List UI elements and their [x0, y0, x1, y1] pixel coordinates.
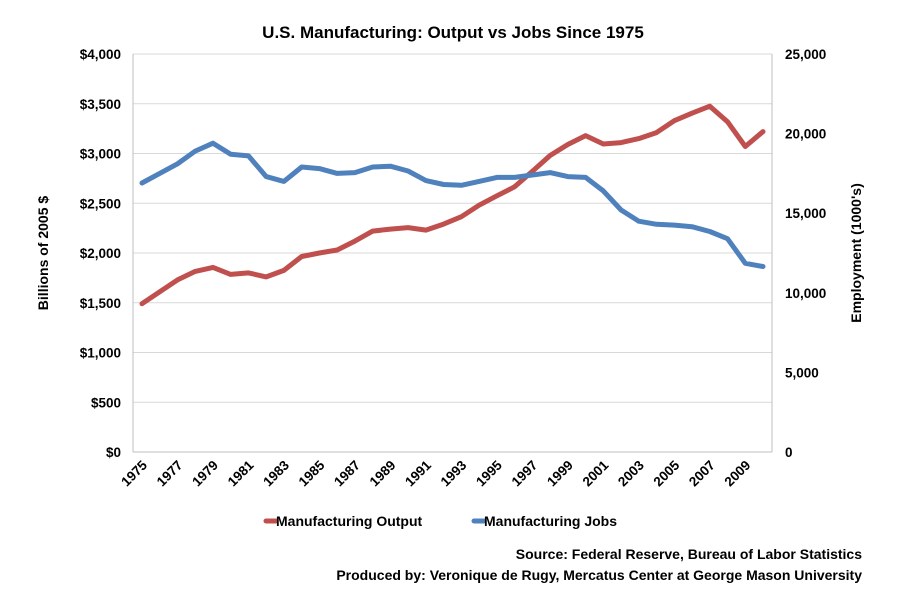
left-tick-label: $4,000 [80, 47, 121, 62]
right-tick-label: 5,000 [785, 365, 819, 380]
x-tick-label: 1987 [331, 458, 363, 490]
legend-label: Manufacturing Output [276, 513, 423, 529]
left-tick-label: $2,000 [80, 246, 121, 261]
right-tick-label: 15,000 [785, 206, 826, 221]
left-tick-label: $1,500 [80, 296, 121, 311]
x-tick-label: 1975 [118, 457, 150, 489]
x-tick-label: 1989 [367, 458, 399, 490]
x-tick-label: 2009 [722, 458, 754, 490]
series-line-manufacturing-jobs [139, 140, 766, 269]
right-tick-label: 20,000 [785, 127, 826, 142]
source-note: Source: Federal Reserve, Bureau of Labor… [516, 546, 862, 562]
left-tick-label: $1,000 [80, 346, 121, 361]
left-axis-ticks: $0 $500 $1,000 $1,500 $2,000 $2,500 $3,000 $3,5… [80, 47, 121, 460]
x-tick-label: 1985 [296, 457, 328, 489]
x-tick-label: 1991 [402, 457, 434, 489]
x-tick-label: 2005 [651, 457, 683, 489]
plot-area [132, 54, 773, 453]
right-axis-ticks: 0 5,000 10,000 15,000 20,000 25,000 [785, 47, 826, 460]
left-tick-label: $3,000 [80, 147, 121, 162]
produced-by-note: Produced by: Veronique de Rugy, Mercatus… [336, 567, 862, 583]
x-tick-label: 2003 [615, 457, 647, 489]
x-tick-label: 2001 [580, 457, 612, 489]
x-tick-label: 1993 [438, 457, 470, 489]
left-tick-label: $0 [106, 445, 121, 460]
x-tick-label: 1983 [260, 457, 292, 489]
left-tick-label: $3,500 [80, 97, 121, 112]
left-tick-label: $500 [91, 395, 121, 410]
left-axis-title: Billions of 2005 $ [35, 196, 51, 311]
x-tick-label: 1999 [544, 458, 576, 490]
x-tick-label: 1995 [473, 457, 505, 489]
x-tick-label: 1997 [509, 458, 541, 490]
right-tick-label: 0 [785, 445, 793, 460]
series-line-manufacturing-output [139, 103, 766, 307]
x-tick-label: 1979 [189, 458, 221, 490]
x-tick-label: 1977 [154, 458, 186, 490]
x-tick-label: 2007 [686, 458, 718, 490]
gridlines [133, 53, 772, 453]
right-axis-title: Employment (1000's) [848, 183, 864, 323]
legend: Manufacturing Output Manufacturing Jobs [263, 513, 617, 529]
chart-title: U.S. Manufacturing: Output vs Jobs Since… [262, 23, 644, 42]
left-tick-label: $2,500 [80, 196, 121, 211]
right-tick-label: 25,000 [785, 47, 826, 62]
legend-label: Manufacturing Jobs [484, 513, 617, 529]
x-axis-ticks: 1975 1977 1979 1981 1983 1985 1987 1989 1991 1993… [118, 457, 753, 489]
right-tick-label: 10,000 [785, 286, 826, 301]
series-lines [139, 103, 766, 307]
x-tick-label: 1981 [225, 457, 257, 489]
